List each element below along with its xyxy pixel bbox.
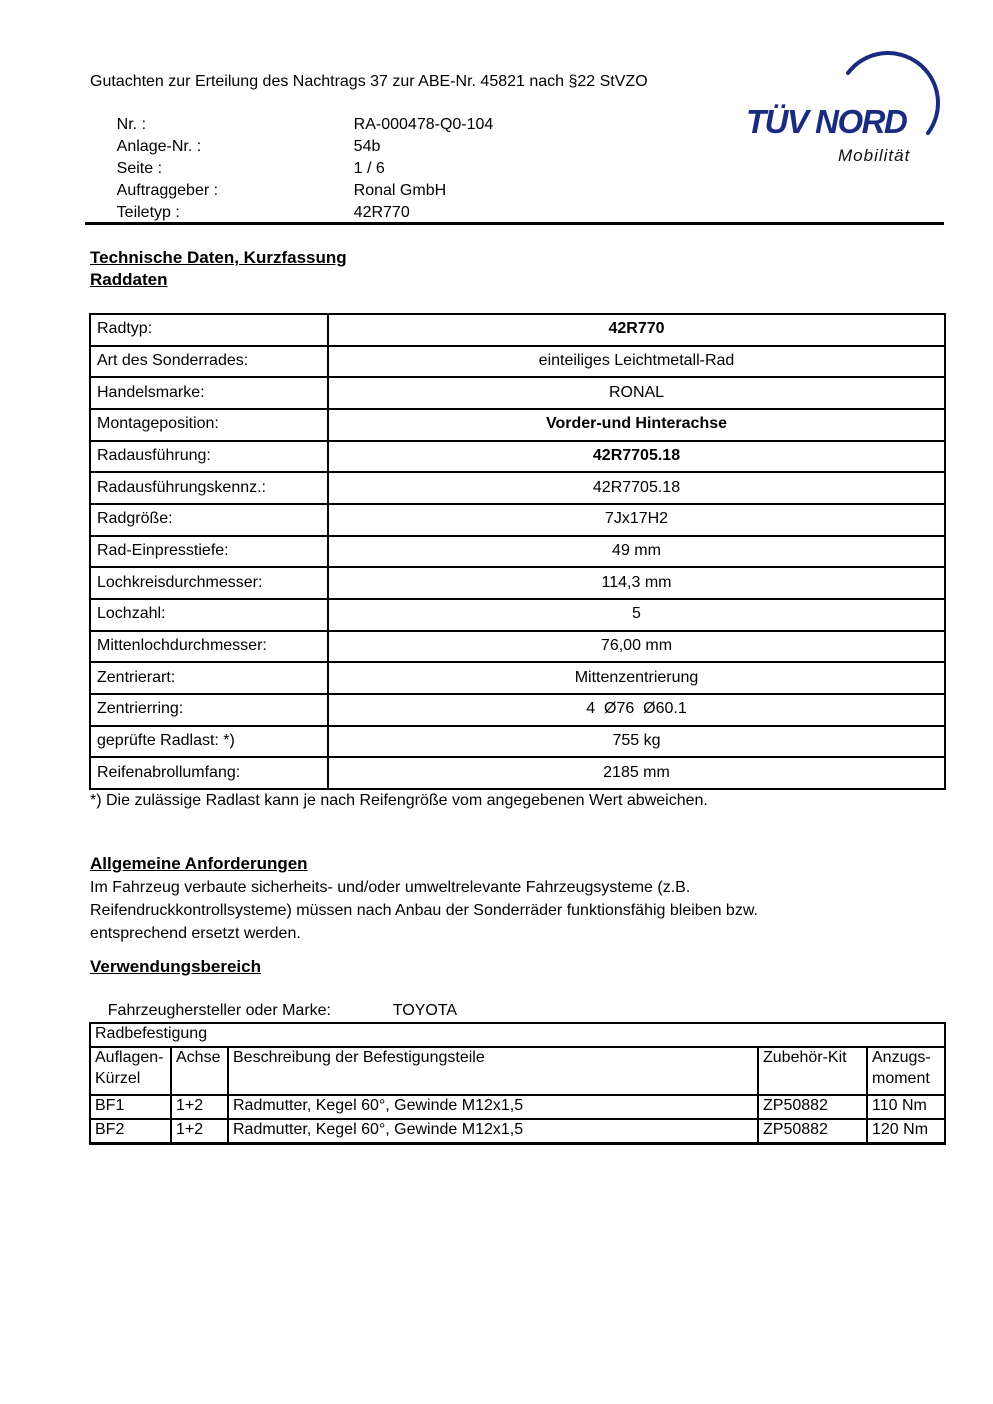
row-value: Vorder-und Hinterachse [327, 407, 946, 442]
field-value: 42R770 [353, 203, 410, 221]
tuev-nord-logo: TÜV NORD [746, 103, 908, 140]
row-value: 76,00 mm [327, 629, 946, 664]
header-field-anlage: Anlage-Nr. : 54b [90, 116, 770, 155]
radlast-footnote: *) Die zulässige Radlast kann je nach Re… [90, 792, 708, 809]
cell-achse: 1+2 [170, 1118, 229, 1145]
row-value: 42R7705.18 [327, 471, 946, 505]
document-header: Gutachten zur Erteilung des Nachtrags 37… [90, 72, 770, 221]
radbefestigung-table: Radbefestigung Auflagen-Kürzel Achse Bes… [88, 1022, 947, 1145]
field-value: Ronal GmbH [353, 181, 447, 199]
table-row: Rad-Einpresstiefe: 49 mm [89, 534, 946, 569]
table-row: BF2 1+2 Radmutter, Kegel 60°, Gewinde M1… [89, 1118, 947, 1145]
table-row: geprüfte Radlast: *) 755 kg [89, 724, 946, 759]
table-row: Montageposition: Vorder-und Hinterachse [89, 407, 946, 442]
table-row: Art des Sonderrades: einteiliges Leichtme… [89, 344, 946, 379]
field-label: Seite : [116, 159, 163, 177]
table-row: Radtyp: 42R770 [89, 313, 946, 347]
row-label: Montageposition: [89, 407, 329, 442]
cell-beschreibung: Radmutter, Kegel 60°, Gewinde M12x1,5 [227, 1094, 759, 1120]
field-label: Auftraggeber : [116, 181, 219, 199]
table-header-row: Auflagen-Kürzel Achse Beschreibung der B… [89, 1046, 947, 1096]
cell-achse: 1+2 [170, 1094, 229, 1120]
row-label: Handelsmarke: [89, 376, 329, 410]
table-row: Reifenabrollumfang: 2185 mm [89, 756, 946, 790]
field-value: RA-000478-Q0-104 [353, 115, 494, 133]
row-label: Radtyp: [89, 313, 329, 347]
row-value: 114,3 mm [327, 566, 946, 600]
table-row: BF1 1+2 Radmutter, Kegel 60°, Gewinde M1… [89, 1094, 947, 1120]
header-divider [85, 222, 944, 225]
row-value: 49 mm [327, 534, 946, 569]
allgemeine-anforderungen-heading: Allgemeine Anforderungen [90, 854, 308, 873]
table-row: Mittenlochdurchmesser: 76,00 mm [89, 629, 946, 664]
col-header-beschreibung: Beschreibung der Befestigungsteile [227, 1046, 759, 1096]
field-value: 54b [353, 137, 381, 155]
cell-beschreibung: Radmutter, Kegel 60°, Gewinde M12x1,5 [227, 1118, 759, 1145]
allgemeine-anforderungen-text: Im Fahrzeug verbaute sicherheits- und/od… [90, 879, 758, 942]
document-title: Gutachten zur Erteilung des Nachtrags 37… [90, 73, 648, 90]
field-label: Teiletyp : [116, 203, 180, 221]
logo-division-label: Mobilität [838, 146, 911, 165]
section-subheading: Raddaten [90, 270, 168, 289]
section-heading: Technische Daten, Kurzfassung [90, 248, 347, 267]
row-label: Rad-Einpresstiefe: [89, 534, 329, 569]
row-value: 2185 mm [327, 756, 946, 790]
manufacturer-line: Fahrzeughersteller oder Marke: TOYOTA [90, 980, 457, 1042]
verwendungsbereich-heading: Verwendungsbereich [90, 957, 261, 976]
table-row: Zentrierart: Mittenzentrierung [89, 661, 946, 695]
cell-kuerzel: BF1 [89, 1094, 172, 1120]
tuev-nord-arc-icon [846, 51, 940, 135]
table-title-row: Radbefestigung [88, 1022, 947, 1048]
col-header-zubehoer-kit: Zubehör-Kit [757, 1046, 868, 1096]
table-title: Radbefestigung [88, 1022, 947, 1048]
row-label: Zentrierart: [89, 661, 329, 695]
manufacturer-label: Fahrzeughersteller oder Marke: [107, 1001, 331, 1019]
row-value: einteiliges Leichtmetall-Rad [327, 344, 946, 379]
table-row: Radgröße: 7Jx17H2 [89, 502, 946, 537]
cell-kit: ZP50882 [757, 1118, 868, 1145]
row-label: Mittenlochdurchmesser: [89, 629, 329, 664]
row-label: Radausführungskennz.: [89, 471, 329, 505]
section-technische-daten: Technische Daten, Kurzfassung Raddaten [90, 247, 347, 291]
header-field-nr: Nr. : RA-000478-Q0-104 [90, 94, 770, 133]
header-field-teiletyp: Teiletyp : 42R770 [90, 182, 770, 221]
row-label: Reifenabrollumfang: [89, 756, 329, 790]
row-label: Lochkreisdurchmesser: [89, 566, 329, 600]
table-row: Radausführungskennz.: 42R7705.18 [89, 471, 946, 505]
row-label: Lochzahl: [89, 597, 329, 632]
table-row: Radausführung: 42R7705.18 [89, 439, 946, 474]
col-header-anzugsmoment: Anzugs-moment [865, 1046, 947, 1096]
table-row: Lochkreisdurchmesser: 114,3 mm [89, 566, 946, 600]
table-row: Handelsmarke: RONAL [89, 376, 946, 410]
col-header-achse: Achse [170, 1046, 229, 1096]
cell-kuerzel: BF2 [89, 1118, 172, 1145]
row-label: Art des Sonderrades: [89, 344, 329, 379]
cell-moment: 110 Nm [865, 1094, 947, 1120]
cell-moment: 120 Nm [865, 1118, 947, 1145]
table-row: Lochzahl: 5 [89, 597, 946, 632]
field-label: Anlage-Nr. : [116, 137, 202, 155]
header-field-seite: Seite : 1 / 6 [90, 138, 770, 177]
row-label: Zentrierring: [89, 692, 329, 727]
row-value: RONAL [327, 376, 946, 410]
field-value: 1 / 6 [353, 159, 385, 177]
col-header-auflagen-kuerzel: Auflagen-Kürzel [89, 1046, 172, 1096]
header-field-auftraggeber: Auftraggeber : Ronal GmbH [90, 160, 770, 199]
row-value: Mittenzentrierung [327, 661, 946, 695]
raddaten-table: Radtyp: 42R770 Art des Sonderrades: eintei… [89, 313, 946, 790]
row-value: 7Jx17H2 [327, 502, 946, 537]
row-label: geprüfte Radlast: *) [89, 724, 329, 759]
row-value: 42R770 [327, 313, 946, 347]
row-label: Radgröße: [89, 502, 329, 537]
row-value: 4 Ø76 Ø60.1 [327, 692, 946, 727]
row-value: 5 [327, 597, 946, 632]
row-label: Radausführung: [89, 439, 329, 474]
field-label: Nr. : [116, 115, 147, 133]
cell-kit: ZP50882 [757, 1094, 868, 1120]
manufacturer-value: TOYOTA [392, 1001, 458, 1019]
row-value: 755 kg [327, 724, 946, 759]
row-value: 42R7705.18 [327, 439, 946, 474]
table-row: Zentrierring: 4 Ø76 Ø60.1 [89, 692, 946, 727]
